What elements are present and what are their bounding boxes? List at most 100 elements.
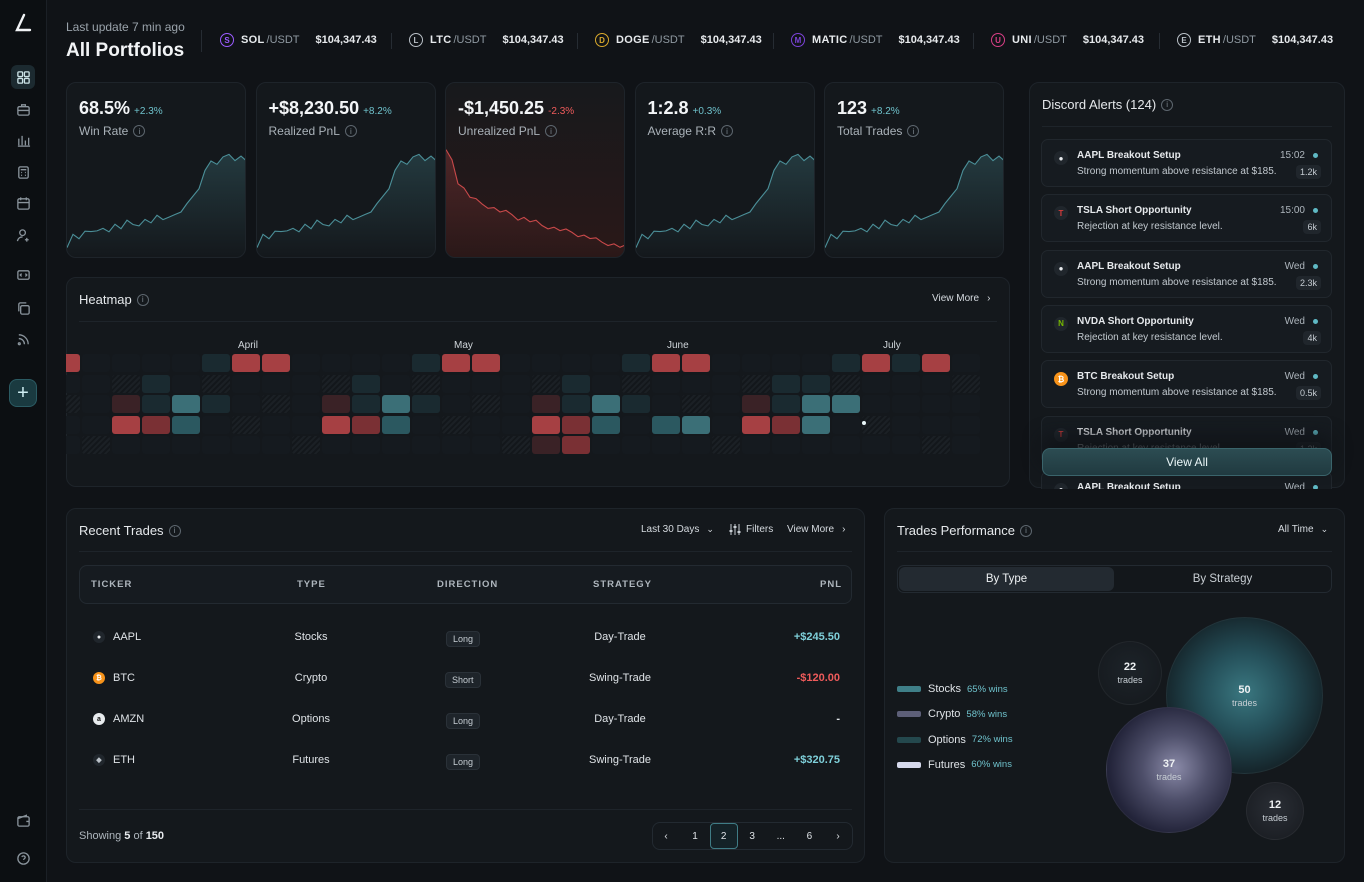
heatmap-cell[interactable]: [412, 415, 440, 434]
heatmap-cell[interactable]: [682, 354, 710, 372]
heatmap-cell[interactable]: [442, 354, 470, 372]
heatmap-cell[interactable]: [382, 374, 410, 393]
user-settings-icon[interactable]: [11, 223, 35, 247]
heatmap-cell[interactable]: [772, 436, 800, 454]
heatmap-cell[interactable]: [352, 395, 380, 413]
heatmap-cell[interactable]: [82, 374, 110, 393]
heatmap-cell[interactable]: [562, 436, 590, 454]
heatmap-cell[interactable]: [352, 354, 380, 372]
wallet-icon[interactable]: [11, 808, 35, 832]
heatmap-cell[interactable]: [592, 395, 620, 413]
calendar-icon[interactable]: [11, 191, 35, 215]
heatmap-cell[interactable]: [532, 374, 560, 393]
next-page-button[interactable]: ›: [824, 823, 852, 849]
alert-item[interactable]: T TSLA Short Opportunity Rejection at key …: [1041, 194, 1332, 243]
heatmap-cell[interactable]: [66, 415, 80, 434]
heatmap-cell[interactable]: [66, 436, 80, 454]
heatmap-cell[interactable]: [262, 354, 290, 372]
heatmap-cell[interactable]: [66, 374, 80, 393]
performance-bubble-2[interactable]: 37 trades: [1106, 707, 1232, 833]
heatmap-cell[interactable]: [682, 415, 710, 434]
heatmap-cell[interactable]: [832, 354, 860, 372]
heatmap-cell[interactable]: [112, 395, 140, 413]
heatmap-cell[interactable]: [202, 436, 230, 454]
heatmap-cell[interactable]: [472, 395, 500, 413]
heatmap-cell[interactable]: [772, 354, 800, 372]
heatmap-cell[interactable]: [832, 415, 860, 434]
heatmap-cell[interactable]: [382, 395, 410, 413]
heatmap-cell[interactable]: [322, 436, 350, 454]
heatmap-cell[interactable]: [712, 415, 740, 434]
heatmap-cell[interactable]: [322, 374, 350, 393]
legend-item-options[interactable]: Options 72% wins: [897, 734, 1013, 746]
col-type[interactable]: TYPE: [297, 579, 326, 590]
stat-card-3[interactable]: 1:2.8 +0.3% Average R:R i: [634, 82, 815, 258]
heatmap-cell[interactable]: [382, 354, 410, 372]
heatmap-cell[interactable]: [742, 415, 770, 434]
heatmap-cell[interactable]: [862, 354, 890, 372]
heatmap-cell[interactable]: [802, 415, 830, 434]
heatmap-cell[interactable]: [532, 436, 560, 454]
heatmap-cell[interactable]: [502, 395, 530, 413]
alert-item[interactable]: ● AAPL Breakout Setup Strong momentum abov…: [1041, 249, 1332, 298]
heatmap-cell[interactable]: [742, 354, 770, 372]
help-icon[interactable]: [11, 846, 35, 870]
ticker-matic[interactable]: M MATIC/USDT $104,347.43: [791, 33, 960, 47]
info-icon[interactable]: i: [136, 293, 149, 306]
heatmap-cell[interactable]: [142, 436, 170, 454]
performance-bubble-3[interactable]: 12 trades: [1246, 782, 1304, 840]
heatmap-cell[interactable]: [502, 374, 530, 393]
add-button[interactable]: +: [9, 379, 37, 407]
heatmap-cell[interactable]: [832, 374, 860, 393]
stat-card-1[interactable]: +$8,230.50 +8.2% Realized PnL i: [255, 82, 436, 258]
heatmap-cell[interactable]: [66, 395, 80, 413]
heatmap-cell[interactable]: [262, 374, 290, 393]
heatmap-cell[interactable]: [922, 374, 950, 393]
filters-button[interactable]: Filters: [729, 524, 773, 535]
heatmap-view-more-link[interactable]: View More ›: [932, 293, 990, 304]
heatmap-cell[interactable]: [82, 415, 110, 434]
heatmap-cell[interactable]: [412, 436, 440, 454]
heatmap-cell[interactable]: [532, 395, 560, 413]
code-chat-icon[interactable]: [11, 263, 35, 287]
heatmap-cell[interactable]: [892, 374, 920, 393]
heatmap-cell[interactable]: [82, 436, 110, 454]
heatmap-cell[interactable]: [592, 354, 620, 372]
heatmap-cell[interactable]: [382, 415, 410, 434]
prev-page-button[interactable]: ‹: [652, 823, 680, 849]
heatmap-cell[interactable]: [622, 354, 650, 372]
col-direction[interactable]: DIRECTION: [437, 579, 499, 590]
heatmap-cell[interactable]: [682, 395, 710, 413]
heatmap-cell[interactable]: [142, 374, 170, 393]
heatmap-cell[interactable]: [112, 374, 140, 393]
page-6-button[interactable]: 6: [806, 830, 813, 842]
tab-by-strategy[interactable]: By Strategy: [1192, 573, 1253, 585]
rss-feed-icon[interactable]: [11, 327, 35, 351]
heatmap-cell[interactable]: [742, 374, 770, 393]
info-icon[interactable]: i: [720, 125, 733, 137]
heatmap-cell[interactable]: [352, 374, 380, 393]
heatmap-cell[interactable]: [322, 415, 350, 434]
heatmap-cell[interactable]: [712, 436, 740, 454]
heatmap-cell[interactable]: [66, 354, 80, 372]
heatmap-cell[interactable]: [712, 374, 740, 393]
heatmap-cell[interactable]: [472, 436, 500, 454]
heatmap-cell[interactable]: [472, 354, 500, 372]
heatmap-cell[interactable]: [712, 354, 740, 372]
heatmap-cell[interactable]: [832, 436, 860, 454]
heatmap-cell[interactable]: [952, 395, 980, 413]
stat-card-4[interactable]: 123 +8.2% Total Trades i: [824, 82, 1004, 258]
heatmap-cell[interactable]: [292, 354, 320, 372]
ticker-doge[interactable]: D DOGE/USDT $104,347.43: [595, 33, 762, 47]
heatmap-cell[interactable]: [502, 436, 530, 454]
heatmap-cell[interactable]: [592, 374, 620, 393]
info-icon[interactable]: i: [907, 125, 920, 137]
heatmap-cell[interactable]: [862, 374, 890, 393]
heatmap-cell[interactable]: [952, 374, 980, 393]
heatmap-cell[interactable]: [712, 395, 740, 413]
info-icon[interactable]: i: [545, 125, 558, 137]
heatmap-cell[interactable]: [772, 415, 800, 434]
heatmap-cell[interactable]: [592, 436, 620, 454]
heatmap-cell[interactable]: [892, 395, 920, 413]
heatmap-cell[interactable]: [922, 436, 950, 454]
